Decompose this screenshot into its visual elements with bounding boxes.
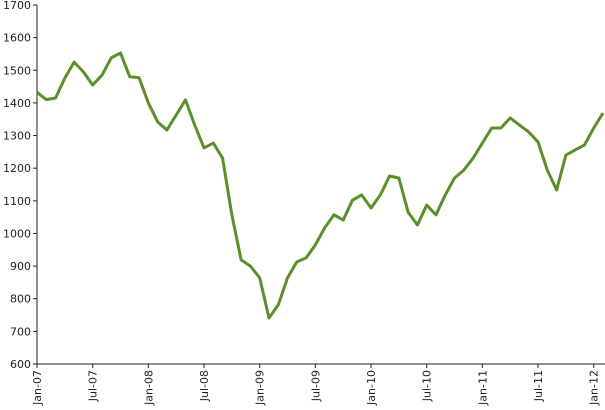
x-tick-label: Jul-11 bbox=[532, 370, 545, 402]
y-tick-label: 1000 bbox=[3, 227, 31, 240]
y-tick-label: 700 bbox=[10, 325, 31, 338]
x-tick-label: Jul-08 bbox=[198, 370, 211, 402]
y-tick-label: 1500 bbox=[3, 64, 31, 77]
y-tick-label: 1100 bbox=[3, 195, 31, 208]
y-tick-label: 900 bbox=[10, 260, 31, 273]
x-tick-label: Jul-07 bbox=[87, 370, 100, 402]
x-tick-label: Jul-10 bbox=[421, 370, 434, 402]
x-tick-label: Jan-09 bbox=[254, 370, 267, 406]
y-tick-label: 1600 bbox=[3, 32, 31, 45]
x-tick-label: Jan-10 bbox=[365, 370, 378, 406]
y-tick-label: 1400 bbox=[3, 97, 31, 110]
y-tick-label: 1300 bbox=[3, 130, 31, 143]
line bbox=[36, 51, 605, 320]
y-tick-label: 1700 bbox=[3, 0, 31, 12]
x-tick-label: Jul-09 bbox=[309, 370, 322, 402]
x-tick-label: Jan-12 bbox=[588, 370, 601, 406]
y-tick-label: 800 bbox=[10, 293, 31, 306]
x-tick-label: Jan-08 bbox=[142, 370, 155, 406]
y-tick-label: 1200 bbox=[3, 162, 31, 175]
y-tick-label: 600 bbox=[10, 358, 31, 371]
x-tick-label: Jan-11 bbox=[476, 370, 489, 406]
x-tick-label: Jan-07 bbox=[31, 370, 44, 406]
